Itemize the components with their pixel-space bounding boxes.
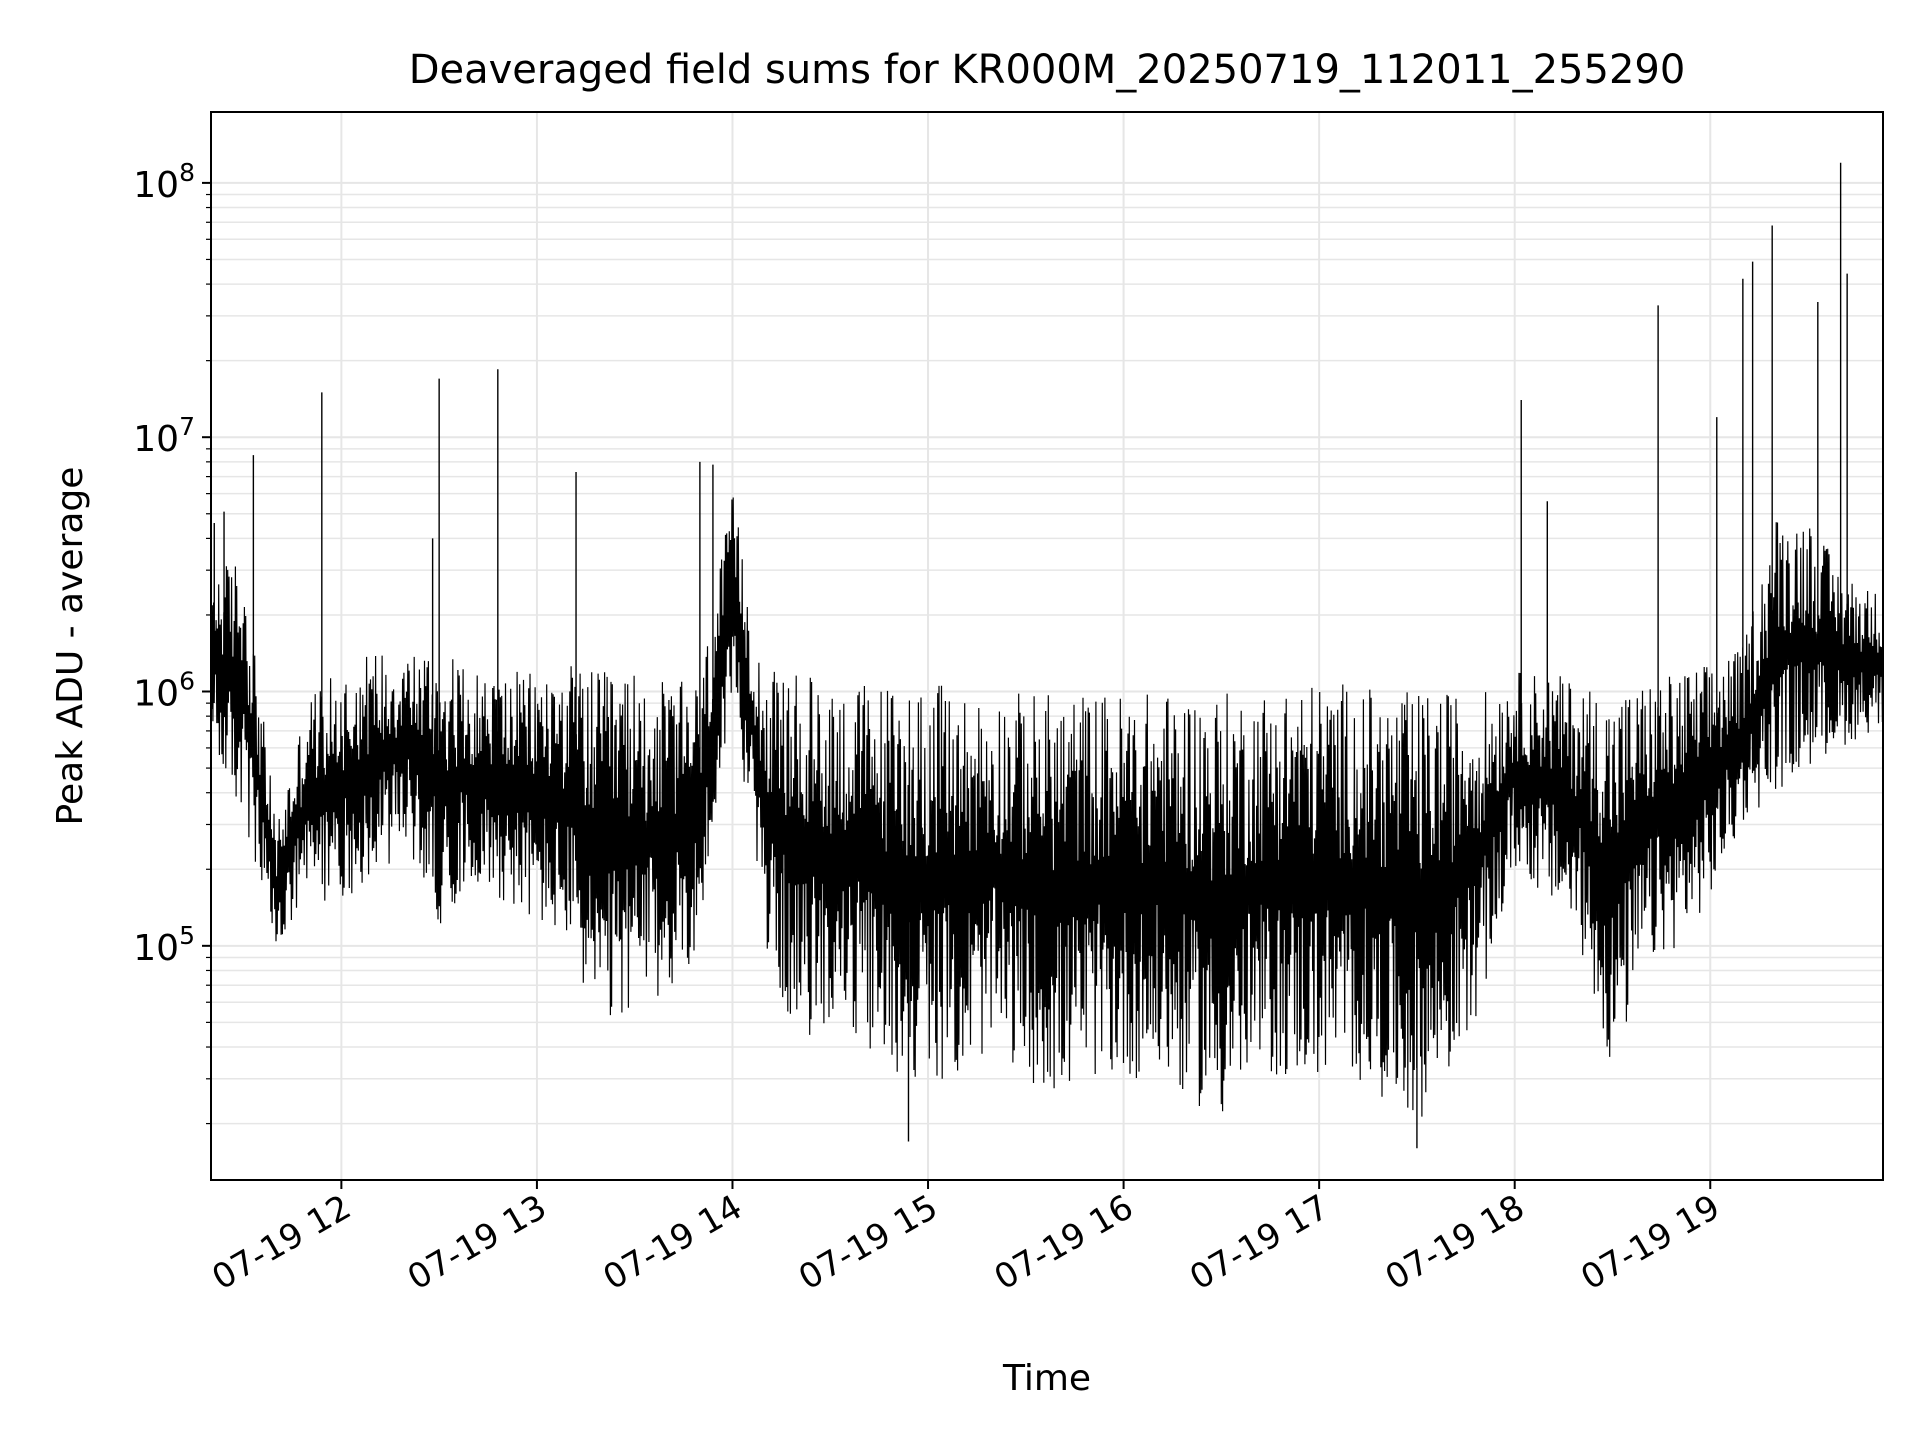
- y-tick-label: 107: [133, 412, 195, 460]
- y-tick-label: 105: [133, 921, 195, 969]
- y-axis-label: Peak ADU - average: [50, 467, 91, 826]
- y-tick-label: 108: [133, 158, 195, 206]
- chart-title: Deaveraged field sums for KR000M_2025071…: [409, 47, 1686, 93]
- plot-frame: [210, 111, 1884, 1181]
- y-tick-label: 106: [133, 667, 195, 715]
- series-trace: [210, 497, 1884, 1117]
- x-axis-label: Time: [1002, 1358, 1091, 1399]
